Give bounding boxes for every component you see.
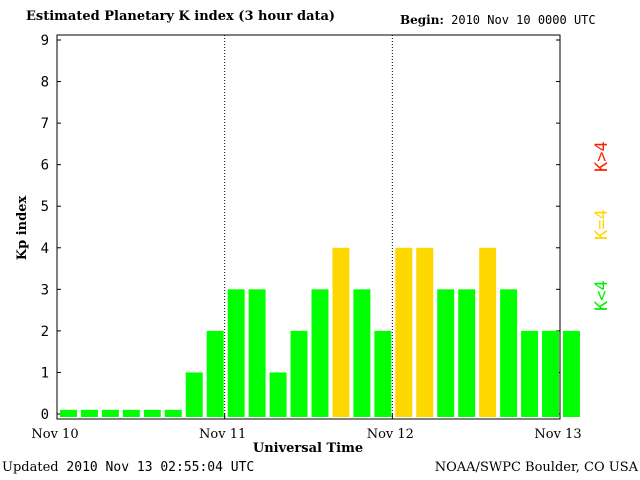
y-tick-label: 5 xyxy=(41,199,49,215)
kp-bar xyxy=(353,289,371,417)
kp-bar xyxy=(248,289,266,417)
x-tick-label: Nov 13 xyxy=(534,427,581,442)
y-tick-label: 0 xyxy=(41,407,49,423)
day-separators xyxy=(224,35,393,419)
kp-bar xyxy=(185,372,203,417)
kp-bar xyxy=(395,247,413,417)
kp-bar xyxy=(101,409,119,417)
kp-bar xyxy=(416,247,434,417)
y-tick-label: 3 xyxy=(41,282,49,298)
updated-label: Updated xyxy=(2,460,59,475)
kp-bar xyxy=(500,289,518,417)
y-tick-label: 1 xyxy=(41,365,49,381)
kp-bar xyxy=(164,409,182,417)
kp-bar xyxy=(80,409,98,417)
updated-value: 2010 Nov 13 02:55:04 UTC xyxy=(66,460,255,475)
kp-bar xyxy=(374,330,392,417)
begin-value: 2010 Nov 10 0000 UTC xyxy=(451,13,596,27)
updated-info: Updated 2010 Nov 13 02:55:04 UTC xyxy=(2,460,254,475)
kp-bar xyxy=(458,289,476,417)
y-tick-label: 9 xyxy=(41,33,49,49)
kp-bar xyxy=(122,409,140,417)
kp-bar xyxy=(311,289,329,417)
x-axis: Nov 10 Nov 11 Nov 12 Nov 13 xyxy=(31,414,582,442)
kp-bar xyxy=(332,247,350,417)
kp-bar xyxy=(563,330,580,417)
x-tick-label: Nov 11 xyxy=(199,427,246,442)
y-tick-label: 6 xyxy=(41,158,49,174)
x-axis-label: Universal Time xyxy=(253,441,363,456)
y-tick-label: 8 xyxy=(41,75,49,91)
begin-label: Begin: xyxy=(400,13,444,27)
y-axis-label: Kp index xyxy=(15,196,30,261)
kp-bar xyxy=(437,289,455,417)
y-tick-label: 7 xyxy=(41,116,49,132)
y-tick-label: 2 xyxy=(41,324,49,340)
source-credit: NOAA/SWPC Boulder, CO USA xyxy=(434,460,638,475)
chart-title: Estimated Planetary K index (3 hour data… xyxy=(26,9,336,24)
legend-k-equal: K=4 xyxy=(592,209,612,240)
kp-bar xyxy=(542,330,559,417)
y-tick-label: 4 xyxy=(41,241,49,257)
kp-bar xyxy=(479,247,497,417)
kp-bar xyxy=(227,289,245,417)
kp-bar xyxy=(269,372,287,417)
kp-bar xyxy=(521,330,539,417)
x-tick-label: Nov 12 xyxy=(367,427,414,442)
bars xyxy=(60,247,580,417)
plot-frame xyxy=(56,34,561,420)
x-tick-label: Nov 10 xyxy=(31,427,78,442)
kp-bar xyxy=(206,330,224,417)
kp-bar xyxy=(143,409,161,417)
legend-k-above: K>4 xyxy=(592,141,612,172)
begin-info: Begin: 2010 Nov 10 0000 UTC xyxy=(400,13,596,27)
legend-k-below: K<4 xyxy=(592,280,612,311)
kp-bar xyxy=(60,409,77,417)
kp-bar xyxy=(290,330,308,417)
